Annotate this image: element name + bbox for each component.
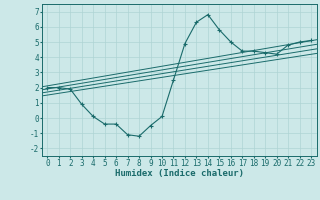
X-axis label: Humidex (Indice chaleur): Humidex (Indice chaleur) xyxy=(115,169,244,178)
